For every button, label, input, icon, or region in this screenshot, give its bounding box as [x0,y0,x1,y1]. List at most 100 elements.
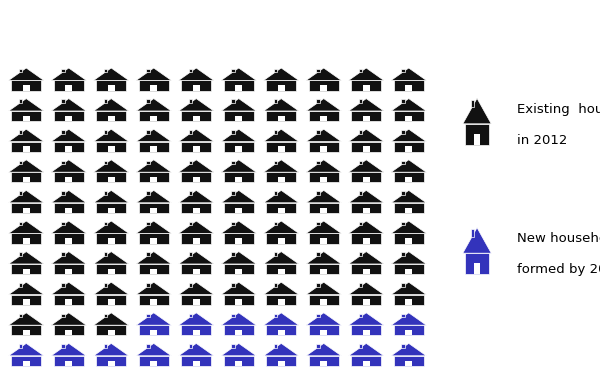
Bar [189,161,193,164]
Polygon shape [94,68,129,80]
Bar [108,361,115,366]
Bar [108,269,115,274]
Bar [363,177,370,182]
Bar [151,85,157,91]
Bar [11,233,41,243]
Bar [11,295,41,305]
Bar [266,203,296,213]
Bar [235,208,242,213]
Bar [193,85,200,91]
Polygon shape [221,98,256,111]
Bar [54,295,84,305]
Polygon shape [221,160,256,172]
Bar [406,85,412,91]
Polygon shape [221,129,256,142]
Bar [146,222,150,225]
Polygon shape [221,313,256,325]
Text: in 2012: in 2012 [517,134,568,147]
Polygon shape [306,160,341,172]
Bar [401,222,405,225]
Bar [151,238,157,243]
Bar [224,80,254,91]
Bar [19,222,22,225]
Polygon shape [349,68,384,80]
Bar [274,69,277,72]
Polygon shape [8,191,44,203]
Bar [266,233,296,243]
Polygon shape [136,313,172,325]
Bar [19,130,22,134]
Bar [363,299,370,305]
Bar [193,269,200,274]
Bar [189,283,193,286]
Bar [274,314,277,317]
Bar [475,134,480,145]
Bar [108,177,115,182]
Bar [61,252,65,256]
Bar [406,330,412,336]
Bar [320,116,327,121]
Bar [224,142,254,152]
Bar [54,233,84,243]
Bar [235,238,242,243]
Bar [193,238,200,243]
Bar [224,356,254,366]
Bar [401,191,405,195]
Text: in Scotland from 2012 to 2037: in Scotland from 2012 to 2037 [10,48,376,68]
Bar [19,161,22,164]
Bar [274,252,277,256]
Bar [104,283,107,286]
Bar [278,147,284,152]
Bar [104,222,107,225]
Bar [19,283,22,286]
Polygon shape [136,98,172,111]
Bar [235,269,242,274]
Bar [65,361,72,366]
Bar [139,325,169,336]
Polygon shape [179,68,214,80]
Bar [146,314,150,317]
Bar [278,116,284,121]
Bar [108,147,115,152]
Bar [146,161,150,164]
Bar [351,233,381,243]
Bar [232,252,235,256]
Polygon shape [391,191,427,203]
Bar [11,325,41,336]
Bar [351,295,381,305]
Bar [316,69,320,72]
Bar [232,100,235,103]
Polygon shape [391,343,427,356]
Bar [151,147,157,152]
Bar [351,325,381,336]
Polygon shape [263,282,299,295]
Bar [309,356,339,366]
Bar [359,222,362,225]
Bar [274,222,277,225]
Polygon shape [306,191,341,203]
Bar [189,100,193,103]
Bar [189,222,193,225]
Bar [266,325,296,336]
Bar [61,100,65,103]
Bar [235,85,242,91]
Bar [394,233,424,243]
Polygon shape [263,313,299,325]
Bar [224,295,254,305]
Bar [471,229,474,236]
Text: formed by 2037: formed by 2037 [517,263,600,276]
Bar [146,69,150,72]
Bar [151,208,157,213]
Bar [465,253,489,274]
Bar [189,314,193,317]
Bar [320,330,327,336]
Polygon shape [391,98,427,111]
Bar [139,111,169,121]
Bar [96,325,126,336]
Bar [363,361,370,366]
Bar [151,361,157,366]
Bar [309,142,339,152]
Bar [61,69,65,72]
Polygon shape [349,191,384,203]
Bar [224,264,254,274]
